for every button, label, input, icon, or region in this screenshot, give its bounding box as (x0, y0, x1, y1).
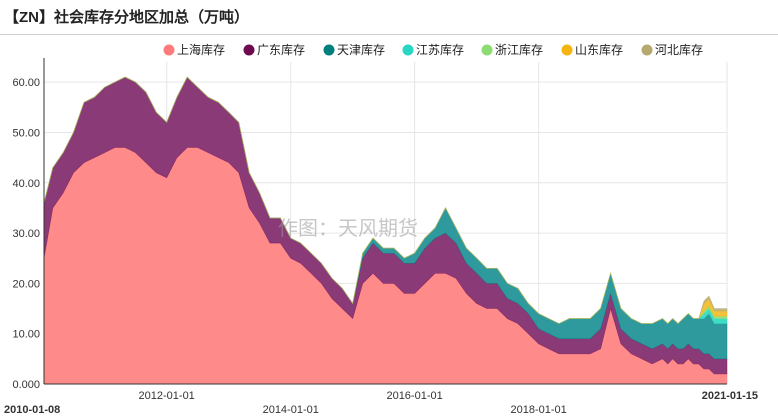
y-tick-label: 20.00 (12, 278, 40, 290)
legend-item[interactable]: 广东库存 (243, 42, 306, 57)
legend-item[interactable]: 河北库存 (641, 42, 704, 57)
y-tick-label: 60.00 (12, 77, 40, 89)
legend-swatch (641, 44, 653, 56)
y-tick-label: 10.00 (12, 329, 40, 341)
x-tick-label: 2012-01-01 (139, 390, 195, 402)
x-tick-label: 2014-01-01 (263, 404, 319, 416)
legend-swatch (163, 44, 175, 56)
y-tick-label: 40.00 (12, 178, 40, 190)
legend-label: 山东库存 (575, 42, 623, 57)
x-tick-label: 2016-01-01 (386, 390, 442, 402)
x-tick-label: 2018-01-01 (511, 404, 567, 416)
legend[interactable]: 上海库存 广东库存 天津库存 江苏库存 浙江库存 山东库存 河北库存 (163, 42, 704, 57)
legend-swatch (323, 44, 335, 56)
legend-label: 上海库存 (177, 42, 225, 57)
legend-item[interactable]: 天津库存 (323, 42, 386, 57)
y-tick-label: 0.000 (12, 379, 40, 391)
series-area-6 (43, 76, 728, 325)
axes: 0.000 10.00 20.00 30.00 40.00 50.00 60.00 2010-… (4, 58, 758, 416)
title-divider (0, 34, 778, 35)
legend-label: 河北库存 (655, 42, 703, 57)
chart-title: 【ZN】社会库存分地区加总（万吨） (4, 9, 249, 26)
legend-label: 浙江库存 (495, 42, 543, 57)
legend-swatch (243, 44, 255, 56)
x-tick-label: 2021-01-15 (702, 390, 758, 402)
watermark-text: 作图：天风期货 (278, 217, 418, 240)
legend-label: 江苏库存 (416, 42, 464, 57)
legend-item[interactable]: 上海库存 (163, 42, 226, 57)
legend-item[interactable]: 山东库存 (561, 42, 624, 57)
legend-swatch (402, 44, 414, 56)
y-tick-label: 50.00 (12, 127, 40, 139)
legend-label: 广东库存 (257, 42, 305, 57)
legend-swatch (481, 44, 493, 56)
y-tick-label: 30.00 (12, 228, 40, 240)
x-tick-label: 2010-01-08 (4, 404, 60, 416)
legend-swatch (561, 44, 573, 56)
legend-item[interactable]: 浙江库存 (481, 42, 544, 57)
legend-label: 天津库存 (337, 42, 385, 57)
legend-item[interactable]: 江苏库存 (402, 42, 465, 57)
